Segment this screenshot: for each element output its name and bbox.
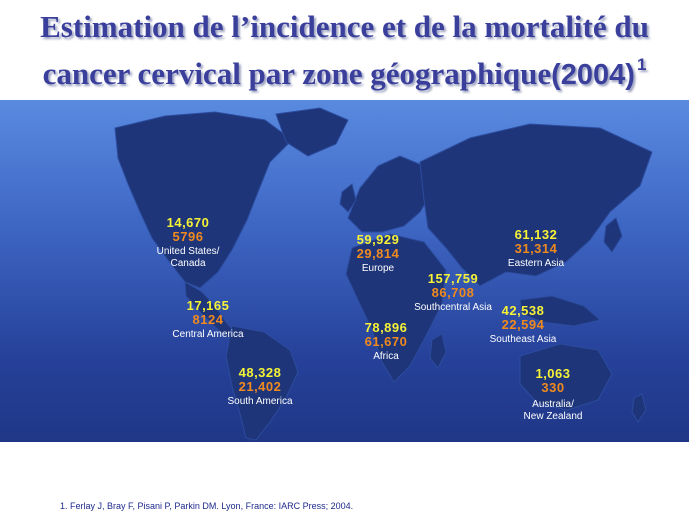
incidence-value: 1,063 — [535, 366, 571, 381]
japan-landmass — [603, 217, 623, 253]
title-year: (2004) — [551, 59, 635, 91]
incidence-value: 48,328 — [238, 365, 282, 380]
incidence-value: 78,896 — [364, 320, 408, 335]
region-africa: 78,896 61,670 Africa — [348, 321, 424, 363]
region-label: Europe — [361, 263, 395, 274]
asia-landmass — [419, 123, 653, 287]
world-map: 14,670 5796 United States/ Canada 17,165… — [0, 100, 689, 442]
region-europe: 59,929 29,814 Europe — [340, 233, 416, 275]
incidence-value: 17,165 — [186, 298, 230, 313]
region-label: United States/ — [156, 246, 220, 257]
incidence-value: 157,759 — [427, 271, 479, 286]
region-label: Africa — [373, 351, 399, 362]
region-us-canada: 14,670 5796 United States/ Canada — [140, 216, 236, 270]
mortality-value: 31,314 — [514, 241, 558, 256]
region-southeast-asia: 42,538 22,594 Southeast Asia — [480, 304, 566, 346]
greenland-landmass — [275, 107, 349, 157]
region-label-2: Canada — [170, 258, 206, 269]
region-label: Australia/ — [532, 399, 574, 410]
title-footnote-marker: 1 — [636, 55, 647, 74]
region-label: Southeast Asia — [489, 334, 557, 345]
region-label: Central America — [172, 329, 244, 340]
title-line-2: cancer cervical par zone géographique — [42, 56, 552, 91]
incidence-value: 42,538 — [501, 303, 545, 318]
australia-landmass — [519, 343, 613, 411]
mortality-value: 29,814 — [356, 246, 400, 261]
mortality-value: 8124 — [192, 312, 224, 327]
region-central-america: 17,165 8124 Central America — [160, 299, 256, 341]
mortality-value: 330 — [541, 380, 565, 395]
south-america-landmass — [225, 325, 299, 441]
incidence-value: 14,670 — [166, 215, 210, 230]
southeast-asia-islands — [519, 295, 602, 327]
uk-landmass — [339, 183, 357, 213]
mortality-value: 21,402 — [238, 379, 282, 394]
region-label-2: New Zealand — [523, 411, 583, 422]
region-eastern-asia: 61,132 31,314 Eastern Asia — [494, 228, 578, 270]
europe-landmass — [347, 155, 433, 233]
region-label: South America — [227, 396, 293, 407]
africa-landmass — [345, 233, 447, 383]
region-australia-new-zealand: 1,063 330 Australia/ New Zealand — [514, 367, 592, 423]
region-label: Eastern Asia — [507, 258, 565, 269]
continents-map-graphic — [114, 107, 653, 441]
mortality-value: 22,594 — [501, 317, 545, 332]
mortality-value: 61,670 — [364, 334, 408, 349]
slide-title: Estimation de l’incidence et de la morta… — [0, 8, 689, 94]
region-south-america: 48,328 21,402 South America — [212, 366, 308, 408]
region-southcentral-asia: 157,759 86,708 Southcentral Asia — [408, 272, 498, 314]
incidence-value: 61,132 — [514, 227, 558, 242]
north-america-landmass — [114, 111, 293, 289]
mortality-value: 5796 — [172, 229, 204, 244]
madagascar-landmass — [429, 333, 447, 369]
new-zealand-landmass — [631, 393, 647, 423]
incidence-value: 59,929 — [356, 232, 400, 247]
mortality-value: 86,708 — [431, 285, 475, 300]
reference-footnote: 1. Ferlay J, Bray F, Pisani P, Parkin DM… — [60, 501, 354, 511]
title-line-1: Estimation de l’incidence et de la morta… — [40, 9, 649, 44]
region-label: Southcentral Asia — [414, 302, 492, 313]
